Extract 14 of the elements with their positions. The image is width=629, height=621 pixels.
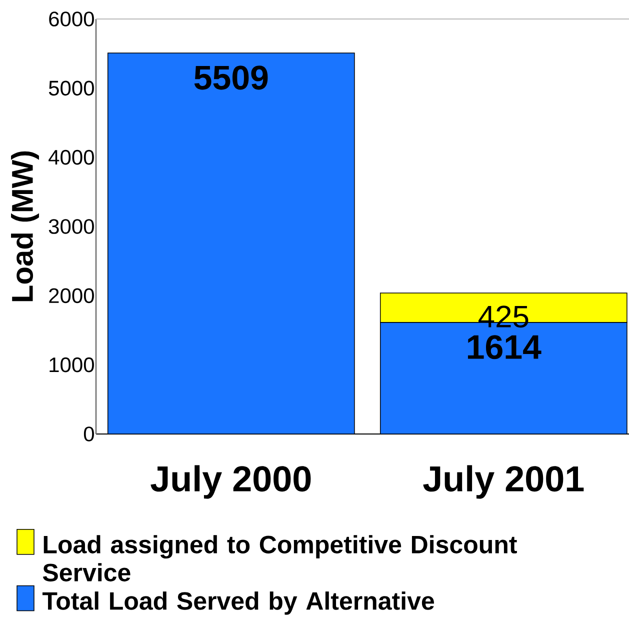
y-tick-label: 3000	[48, 219, 94, 234]
y-tick-label: 4000	[48, 150, 94, 165]
y-axis-title: Load (MW)	[11, 151, 39, 302]
data-label: 5509	[194, 66, 268, 90]
y-tick-label: 6000	[49, 12, 94, 26]
legend-label: Total Load Served by Alternative	[42, 591, 434, 615]
y-tick-label: 0	[84, 426, 94, 442]
x-tick-label: July 2001	[423, 465, 584, 499]
legend-label: Load assigned to Competitive Discount Service	[42, 535, 517, 582]
y-tick-label: 1000	[50, 357, 94, 372]
x-tick-label: July 2000	[150, 465, 311, 499]
data-label: 1614	[468, 335, 542, 360]
y-tick-label: 5000	[48, 80, 94, 96]
y-tick-label: 2000	[49, 288, 94, 304]
